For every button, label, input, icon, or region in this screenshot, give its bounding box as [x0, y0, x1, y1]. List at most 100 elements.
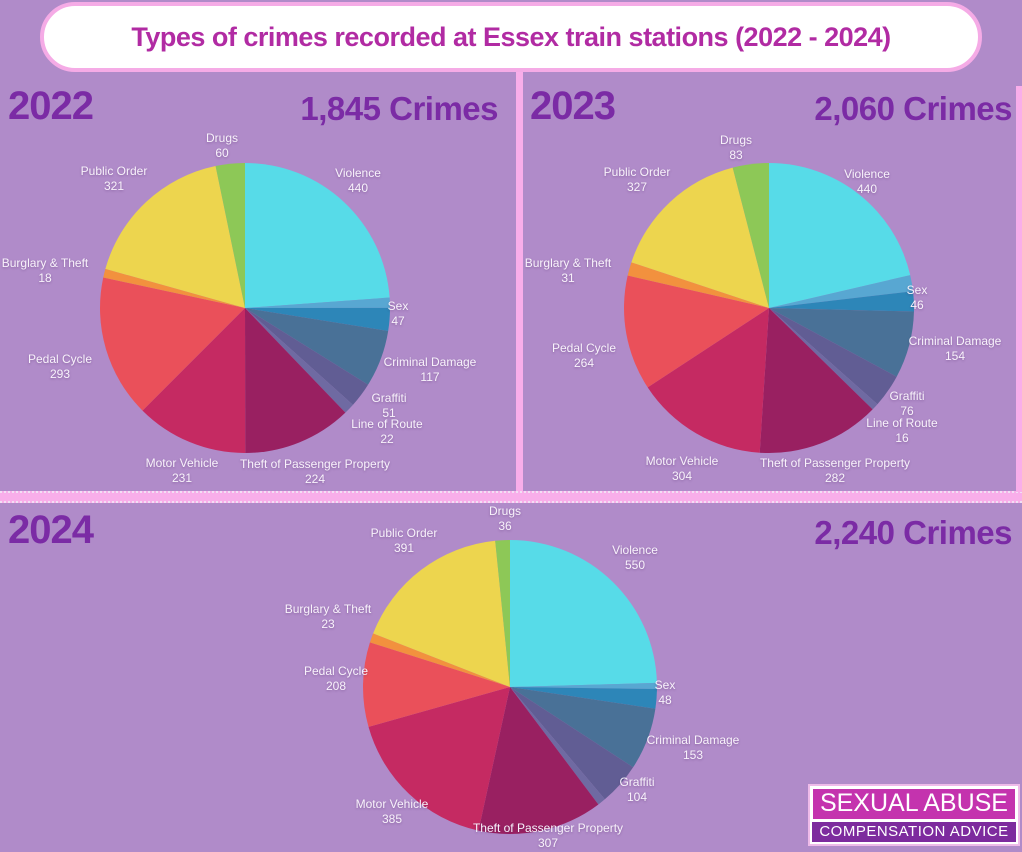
pie-slice-2022-criminal_damage [245, 308, 389, 385]
pie-label-value: 36 [498, 519, 512, 533]
pie-label-category: Sex [906, 283, 928, 297]
pie-label-2023-public_order: Public Order 327 [537, 165, 737, 195]
pie-label-value: 304 [671, 469, 693, 483]
pie-label-value: 550 [624, 558, 646, 572]
pie-label-2022-pedal_cycle: Pedal Cycle 293 [0, 352, 160, 382]
pie-slice-2023-sex [769, 291, 915, 312]
pie-label-2023-pedal_cycle: Pedal Cycle 264 [484, 341, 684, 371]
pie-label-value: 18 [38, 271, 52, 285]
pie-label-2022-burglary_theft: Burglary & Theft 18 [0, 256, 145, 286]
pie-label-value: 48 [658, 693, 672, 707]
pie-label-2024-burglary_theft: Burglary & Theft 23 [228, 602, 428, 632]
pie-label-value: 208 [325, 679, 347, 693]
pie-slice-2022-drugs [215, 163, 245, 308]
pie-label-2024-violence: Violence 550 [535, 543, 735, 573]
pie-label-category: Public Order [370, 526, 438, 540]
pie-label-value: 385 [381, 812, 403, 826]
pie-label-value: 307 [537, 836, 559, 850]
pie-slice-2022-graffiti [245, 308, 369, 405]
pie-chart-2024 [362, 540, 658, 834]
pie-label-category: Line of Route [351, 417, 423, 431]
pie-label-2023-violence: Violence 440 [767, 167, 967, 197]
pie-label-category: Violence [335, 166, 381, 180]
year-label-2023: 2023 [530, 84, 616, 128]
pie-slice-2024-theft_of_passenger_property [478, 687, 599, 834]
pie-label-2022-violence: Violence 440 [258, 166, 458, 196]
pie-label-2022-theft_of_passenger_property: Theft of Passenger Property 224 [215, 457, 415, 487]
pie-label-value: 282 [824, 471, 846, 485]
pie-label-value: 23 [321, 617, 335, 631]
pie-label-2022-graffiti: Graffiti 51 [289, 391, 489, 421]
pie-slice-2024-pedal_cycle [362, 642, 510, 727]
pie-slice-2022-public_order [105, 166, 245, 308]
pie-slice-2024-sex [510, 687, 657, 709]
pie-label-2024-pedal_cycle: Pedal Cycle 208 [236, 664, 436, 694]
pie-label-category: Criminal Damage [383, 355, 477, 369]
pie-label-2024-graffiti: Graffiti 104 [537, 775, 737, 805]
pie-label-2022-motor_vehicle: Motor Vehicle 231 [82, 456, 282, 486]
pie-label-value: 264 [573, 356, 595, 370]
pie-slice-2023-motor_vehicle [647, 308, 769, 453]
pie-slice-2022-sex [245, 307, 391, 331]
pie-label-value: 47 [391, 314, 405, 328]
total-crimes-2024: 2,240 Crimes [814, 514, 1012, 551]
pie-label-value: 224 [304, 472, 326, 486]
pie-slice-2023-theft_of_passenger_property [759, 308, 873, 453]
pie-slice-2024-criminal_damage [510, 687, 656, 768]
pie-label-2024-sex: Sex 48 [565, 678, 765, 708]
brand-logo-line2: COMPENSATION ADVICE [809, 822, 1018, 844]
infographic-title: Types of crimes recorded at Essex train … [131, 21, 891, 52]
pie-label-2023-theft_of_passenger_property: Theft of Passenger Property 282 [735, 456, 935, 486]
pie-label-value: 440 [856, 182, 878, 196]
pie-label-2022-sex: Sex 47 [298, 299, 498, 329]
pie-label-category: Drugs [205, 131, 238, 145]
pie-label-value: 83 [729, 148, 743, 162]
pie-label-category: Violence [844, 167, 890, 181]
pie-label-category: Public Order [80, 164, 148, 178]
pie-label-value: 31 [561, 271, 575, 285]
brand-logo: SEXUAL ABUSE COMPENSATION ADVICE [807, 784, 1020, 846]
pie-label-value: 76 [900, 404, 914, 418]
pie-slice-2022-line_of_route [245, 308, 353, 413]
pie-label-value: 51 [382, 406, 396, 420]
pie-label-value: 293 [49, 367, 71, 381]
panel-divider-vertical [516, 72, 523, 492]
pie-label-value: 117 [420, 370, 440, 384]
pie-slice-2022-motor_vehicle [142, 308, 246, 454]
pie-label-2024-drugs: Drugs 36 [405, 504, 605, 534]
pie-slice-2023-public_order [631, 167, 769, 308]
pie-label-2022-line_of_route: Line of Route 22 [287, 417, 487, 447]
pie-label-value: 46 [910, 298, 924, 312]
pie-label-value: 231 [171, 471, 193, 485]
panel-divider-right-edge [1016, 86, 1022, 492]
pie-label-category: Criminal Damage [646, 733, 740, 747]
pie-label-value: 22 [380, 432, 394, 446]
pie-slice-2024-graffiti [510, 687, 634, 800]
pie-label-2024-public_order: Public Order 391 [304, 526, 504, 556]
pie-label-category: Drugs [488, 504, 521, 518]
pie-label-category: Theft of Passenger Property [472, 821, 624, 835]
pie-label-category: Motor Vehicle [355, 797, 429, 811]
pie-slice-2023-criminal_damage [769, 308, 914, 377]
pie-label-category: Line of Route [866, 416, 938, 430]
pie-label-category: Burglary & Theft [1, 256, 89, 270]
pie-label-value: 60 [215, 146, 229, 160]
pie-label-value: 440 [347, 181, 369, 195]
pie-label-value: 154 [944, 349, 966, 363]
pie-label-value: 153 [682, 748, 704, 762]
pie-slice-2024-violence [510, 540, 657, 687]
pie-slice-2022-theft_of_passenger_property [245, 308, 346, 453]
pie-label-category: Graffiti [619, 775, 655, 789]
pie-slice-2024-motor_vehicle [368, 687, 510, 831]
pie-slice-2024-drugs [495, 540, 510, 687]
pie-slice-2024-unlabeled [510, 682, 658, 690]
pie-label-category: Graffiti [371, 391, 407, 405]
pie-label-category: Violence [612, 543, 658, 557]
pie-label-category: Drugs [719, 133, 752, 147]
pie-label-category: Motor Vehicle [145, 456, 219, 470]
pie-label-category: Pedal Cycle [27, 352, 93, 366]
pie-chart-2022 [100, 163, 391, 454]
pie-label-category: Sex [654, 678, 676, 692]
pie-label-value: 391 [393, 541, 415, 555]
